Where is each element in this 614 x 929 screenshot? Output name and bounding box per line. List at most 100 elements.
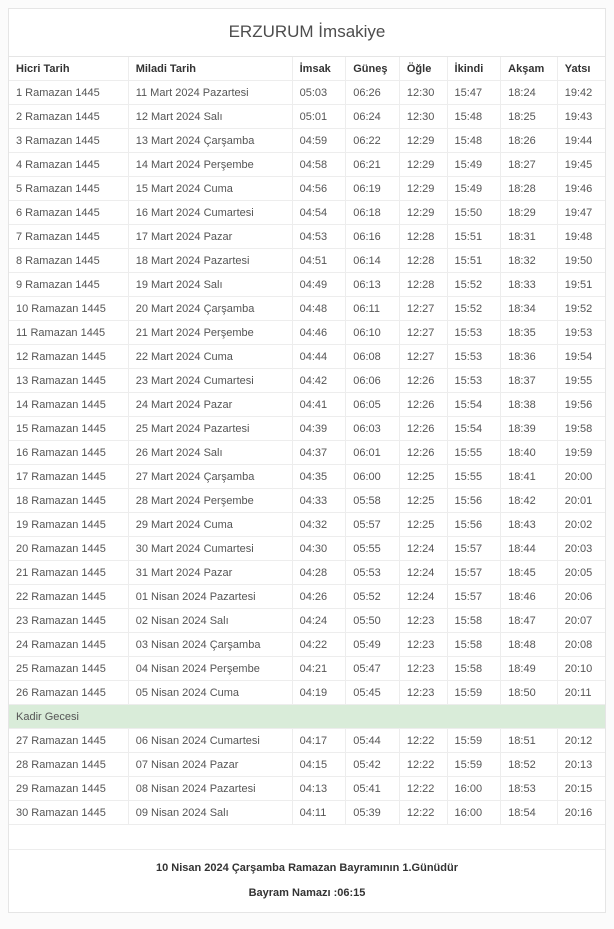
table-row: 10 Ramazan 1445 20 Mart 2024 Çarşamba 04:4… xyxy=(9,296,605,321)
yatsi-time-cell: 19:51 xyxy=(556,272,605,297)
aksam-time-cell: 18:27 xyxy=(500,152,558,177)
hicri-date-cell: 6 Ramazan 1445 xyxy=(9,200,129,225)
table-row: 3 Ramazan 1445 13 Mart 2024 Çarşamba 04:59… xyxy=(9,128,605,153)
gunes-time-cell: 05:47 xyxy=(345,656,400,681)
imsak-time-cell: 04:33 xyxy=(291,488,347,513)
gunes-time-cell: 06:08 xyxy=(345,344,400,369)
aksam-time-cell: 18:53 xyxy=(500,776,558,801)
table-header-row: Hicri Tarih Miladi Tarih İmsak Güneş Öğl… xyxy=(9,57,605,81)
hicri-date-cell: 9 Ramazan 1445 xyxy=(9,272,129,297)
imsak-time-cell: 04:11 xyxy=(291,800,347,825)
imsak-time-cell: 04:21 xyxy=(291,656,347,681)
gunes-time-cell: 06:24 xyxy=(345,104,400,129)
table-body: 1 Ramazan 1445 11 Mart 2024 Pazartesi 05:0… xyxy=(9,80,605,825)
footer-note: 10 Nisan 2024 Çarşamba Ramazan Bayramını… xyxy=(9,850,605,912)
imsak-time-cell: 05:03 xyxy=(291,80,347,105)
aksam-time-cell: 18:51 xyxy=(500,728,558,753)
gunes-time-cell: 06:05 xyxy=(345,392,400,417)
ogle-time-cell: 12:24 xyxy=(398,584,448,609)
aksam-time-cell: 18:46 xyxy=(500,584,558,609)
hicri-date-cell: 20 Ramazan 1445 xyxy=(9,536,129,561)
table-row: 13 Ramazan 1445 23 Mart 2024 Cumartesi 04:… xyxy=(9,368,605,393)
ikindi-time-cell: 15:52 xyxy=(446,296,502,321)
gunes-time-cell: 05:53 xyxy=(345,560,400,585)
aksam-time-cell: 18:24 xyxy=(500,80,558,105)
aksam-time-cell: 18:29 xyxy=(500,200,558,225)
yatsi-time-cell: 20:06 xyxy=(556,584,605,609)
imsak-time-cell: 04:48 xyxy=(291,296,347,321)
ogle-time-cell: 12:25 xyxy=(398,464,448,489)
gunes-time-cell: 06:16 xyxy=(345,224,400,249)
imsak-time-cell: 04:22 xyxy=(291,632,347,657)
miladi-date-cell: 08 Nisan 2024 Pazartesi xyxy=(127,776,293,801)
table-row: 6 Ramazan 1445 16 Mart 2024 Cumartesi 04:5… xyxy=(9,200,605,225)
yatsi-time-cell: 20:02 xyxy=(556,512,605,537)
hicri-date-cell: 10 Ramazan 1445 xyxy=(9,296,129,321)
miladi-date-cell: 09 Nisan 2024 Salı xyxy=(127,800,293,825)
page-title: ERZURUM İmsakiye xyxy=(9,9,605,57)
miladi-date-cell: 23 Mart 2024 Cumartesi xyxy=(127,368,293,393)
hicri-date-cell: 18 Ramazan 1445 xyxy=(9,488,129,513)
miladi-date-cell: 20 Mart 2024 Çarşamba xyxy=(127,296,293,321)
aksam-time-cell: 18:50 xyxy=(500,680,558,705)
gunes-time-cell: 05:45 xyxy=(345,680,400,705)
gunes-time-cell: 06:18 xyxy=(345,200,400,225)
ogle-time-cell: 12:27 xyxy=(398,320,448,345)
ogle-time-cell: 12:28 xyxy=(398,224,448,249)
ogle-time-cell: 12:23 xyxy=(398,680,448,705)
imsak-time-cell: 05:01 xyxy=(291,104,347,129)
imsak-time-cell: 04:17 xyxy=(291,728,347,753)
ikindi-time-cell: 16:00 xyxy=(446,776,502,801)
aksam-time-cell: 18:48 xyxy=(500,632,558,657)
aksam-time-cell: 18:33 xyxy=(500,272,558,297)
gunes-time-cell: 06:06 xyxy=(345,368,400,393)
ogle-time-cell: 12:28 xyxy=(398,248,448,273)
table-row: 14 Ramazan 1445 24 Mart 2024 Pazar 04:41 06… xyxy=(9,392,605,417)
hicri-date-cell: 12 Ramazan 1445 xyxy=(9,344,129,369)
gunes-time-cell: 06:00 xyxy=(345,464,400,489)
col-header-miladi-tarih: Miladi Tarih xyxy=(127,57,293,81)
miladi-date-cell: 25 Mart 2024 Pazartesi xyxy=(127,416,293,441)
gunes-time-cell: 06:01 xyxy=(345,440,400,465)
miladi-date-cell: 17 Mart 2024 Pazar xyxy=(127,224,293,249)
imsak-time-cell: 04:15 xyxy=(291,752,347,777)
miladi-date-cell: 04 Nisan 2024 Perşembe xyxy=(127,656,293,681)
ikindi-time-cell: 15:49 xyxy=(446,152,502,177)
yatsi-time-cell: 20:10 xyxy=(556,656,605,681)
ogle-time-cell: 12:22 xyxy=(398,728,448,753)
ikindi-time-cell: 15:58 xyxy=(446,656,502,681)
yatsi-time-cell: 19:44 xyxy=(556,128,605,153)
gunes-time-cell: 06:22 xyxy=(345,128,400,153)
aksam-time-cell: 18:41 xyxy=(500,464,558,489)
ikindi-time-cell: 15:51 xyxy=(446,248,502,273)
miladi-date-cell: 30 Mart 2024 Cumartesi xyxy=(127,536,293,561)
imsak-time-cell: 04:58 xyxy=(291,152,347,177)
kadir-gecesi-row: Kadir Gecesi xyxy=(9,704,605,729)
ikindi-time-cell: 15:52 xyxy=(446,272,502,297)
hicri-date-cell: 7 Ramazan 1445 xyxy=(9,224,129,249)
miladi-date-cell: 27 Mart 2024 Çarşamba xyxy=(127,464,293,489)
hicri-date-cell: 3 Ramazan 1445 xyxy=(9,128,129,153)
table-row: 4 Ramazan 1445 14 Mart 2024 Perşembe 04:58… xyxy=(9,152,605,177)
table-row: 9 Ramazan 1445 19 Mart 2024 Salı 04:49 06:1… xyxy=(9,272,605,297)
ogle-time-cell: 12:27 xyxy=(398,296,448,321)
ikindi-time-cell: 15:55 xyxy=(446,440,502,465)
bayram-day-note: 10 Nisan 2024 Çarşamba Ramazan Bayramını… xyxy=(155,862,458,874)
imsak-time-cell: 04:41 xyxy=(291,392,347,417)
col-header-hicri-tarih: Hicri Tarih xyxy=(9,57,129,81)
yatsi-time-cell: 19:47 xyxy=(556,200,605,225)
table-row: 18 Ramazan 1445 28 Mart 2024 Perşembe 04:3… xyxy=(9,488,605,513)
hicri-date-cell: 2 Ramazan 1445 xyxy=(9,104,129,129)
hicri-date-cell: 24 Ramazan 1445 xyxy=(9,632,129,657)
ogle-time-cell: 12:29 xyxy=(398,200,448,225)
miladi-date-cell: 15 Mart 2024 Cuma xyxy=(127,176,293,201)
imsak-time-cell: 04:24 xyxy=(291,608,347,633)
yatsi-time-cell: 19:56 xyxy=(556,392,605,417)
aksam-time-cell: 18:54 xyxy=(500,800,558,825)
imsak-time-cell: 04:53 xyxy=(291,224,347,249)
imsak-time-cell: 04:49 xyxy=(291,272,347,297)
aksam-time-cell: 18:39 xyxy=(500,416,558,441)
col-header-imsak: İmsak xyxy=(291,57,347,81)
table-row: 16 Ramazan 1445 26 Mart 2024 Salı 04:37 06:… xyxy=(9,440,605,465)
table-row: 20 Ramazan 1445 30 Mart 2024 Cumartesi 04:… xyxy=(9,536,605,561)
